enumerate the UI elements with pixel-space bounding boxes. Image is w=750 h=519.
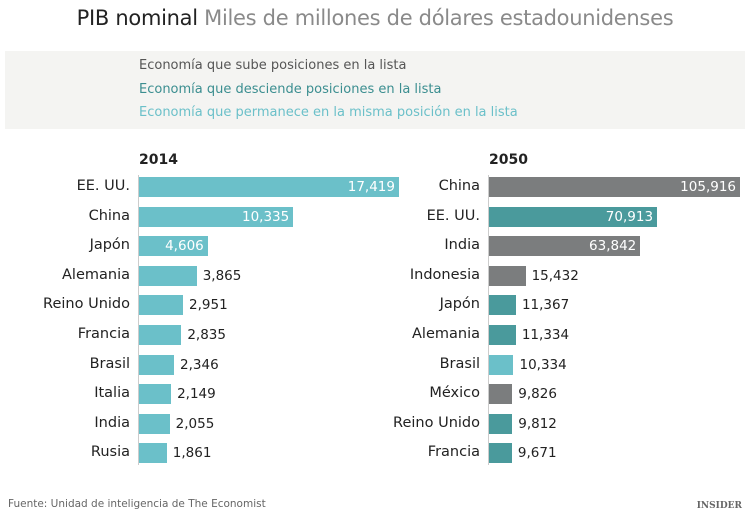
axis-line [488, 175, 489, 465]
data-label: 10,334 [519, 356, 567, 373]
data-label: 70,913 [605, 208, 654, 225]
bar [139, 443, 167, 464]
bar [139, 325, 182, 345]
category-label: Italia [94, 385, 130, 402]
category-label: Indonesia [409, 266, 480, 283]
bar [139, 236, 208, 257]
bar [489, 295, 516, 316]
data-label: 2,835 [187, 327, 226, 343]
bar [489, 236, 641, 257]
chart-title: 2014 [139, 152, 178, 168]
bar [489, 206, 658, 227]
insider-logo: INSIDER [696, 501, 742, 511]
data-label: 63,842 [589, 238, 637, 255]
data-label: 2,951 [189, 297, 228, 314]
title-main: PIB nominal [76, 6, 198, 30]
category-label: Alemania [412, 326, 480, 342]
bar [489, 325, 516, 345]
data-label: 2,346 [180, 356, 219, 373]
bar [139, 295, 184, 316]
bar [139, 384, 172, 405]
bar [139, 354, 175, 375]
bar [489, 413, 513, 434]
legend-same: Economía que permanece en la misma posic… [139, 105, 518, 120]
category-label: EE. UU. [76, 178, 130, 194]
data-label: 10,335 [242, 208, 290, 225]
category-label: Francia [427, 444, 480, 461]
category-label: Alemania [62, 266, 130, 283]
category-label: Japón [89, 237, 130, 254]
bar [139, 177, 399, 197]
data-label: 9,812 [518, 415, 557, 432]
legend-rising: Economía que sube posiciones en la lista [139, 58, 407, 73]
data-label: 4,606 [165, 238, 204, 255]
data-label: 9,671 [517, 445, 557, 462]
category-label: Francia [77, 326, 130, 342]
bar [139, 413, 170, 434]
bar [489, 265, 526, 286]
data-label: 15,432 [531, 267, 579, 284]
bar [489, 384, 513, 405]
category-label: Reino Unido [43, 296, 130, 313]
data-label: 2,149 [177, 386, 216, 403]
data-label: 105,916 [680, 179, 736, 195]
data-label: 17,419 [347, 179, 395, 195]
chart-title: 2050 [489, 152, 528, 168]
bar [489, 354, 514, 375]
category-label: Japón [439, 296, 480, 313]
category-label: India [444, 237, 480, 254]
category-label: Rusia [90, 444, 130, 461]
bar [489, 443, 512, 464]
bar [139, 265, 197, 286]
category-label: EE. UU. [426, 207, 480, 224]
chart-title: PIB nominal Miles de millones de dólares… [0, 6, 750, 30]
category-label: India [94, 414, 130, 431]
data-label: 11,367 [521, 297, 570, 314]
data-label: 9,826 [518, 386, 557, 403]
category-label: China [88, 207, 130, 224]
source-note: Fuente: Unidad de inteligencia de The Ec… [8, 498, 266, 510]
data-label: 2,055 [175, 415, 215, 432]
axis-line [138, 175, 139, 465]
bar [139, 206, 294, 227]
category-label: Reino Unido [393, 414, 480, 431]
data-label: 3,865 [202, 267, 242, 284]
category-label: México [429, 385, 480, 402]
category-label: China [438, 178, 480, 194]
title-subtitle: Miles de millones de dólares estadounide… [204, 6, 674, 30]
bar [489, 177, 740, 197]
legend: Economía que sube posiciones en la lista… [5, 51, 745, 129]
category-label: Brasil [439, 355, 480, 372]
data-label: 1,861 [172, 445, 212, 462]
legend-falling: Economía que desciende posiciones en la … [139, 82, 442, 97]
data-label: 11,334 [521, 327, 570, 343]
category-label: Brasil [89, 355, 130, 372]
